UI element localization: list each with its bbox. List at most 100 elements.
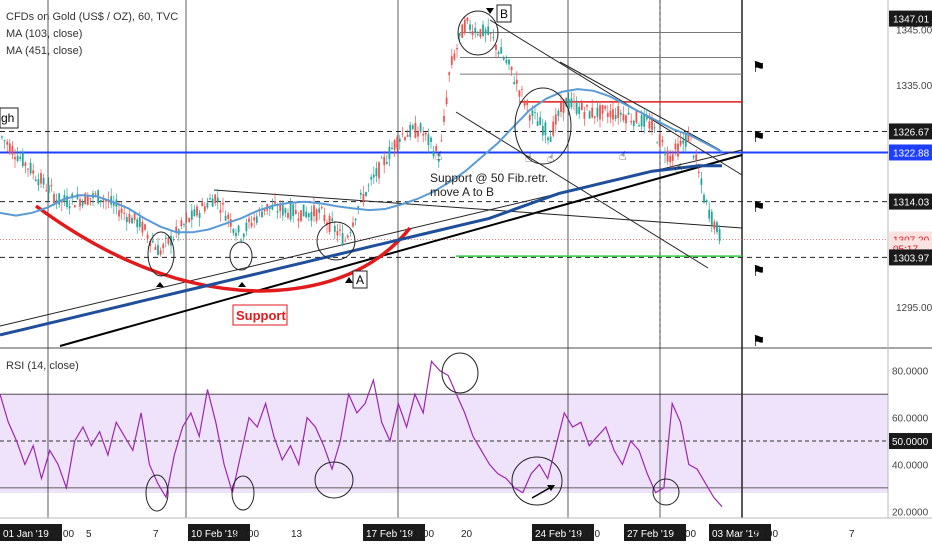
time-tick-label: 01 Jan '19 bbox=[3, 529, 49, 540]
candle-body bbox=[16, 155, 19, 162]
candle-body bbox=[53, 194, 55, 204]
candle-body bbox=[596, 107, 599, 117]
candle-body bbox=[232, 229, 235, 233]
candle-body bbox=[528, 115, 531, 121]
chart-annotations: ☝ ☝ ☝ ☝ ☝ ⚑ ⚑ ⚑ ⚑ ⚑ bbox=[145, 8, 765, 512]
pointer-icon: ☝ bbox=[525, 151, 532, 165]
candle-body bbox=[627, 112, 630, 115]
candle-body bbox=[180, 220, 183, 227]
candle-body bbox=[149, 240, 152, 246]
candle-body bbox=[315, 209, 318, 221]
time-tick-label: 13 bbox=[291, 529, 303, 540]
candle-body bbox=[328, 216, 331, 232]
time-tick-label: 23:00 bbox=[409, 529, 434, 540]
candle-body bbox=[331, 218, 334, 221]
candle-body bbox=[32, 170, 35, 174]
candle-body bbox=[344, 240, 347, 242]
candle-body bbox=[141, 221, 144, 233]
candle-body bbox=[276, 211, 279, 213]
time-tick-label: 17 Feb '19 bbox=[366, 529, 413, 540]
time-tick-label: 14:00 bbox=[671, 529, 696, 540]
candle-body bbox=[456, 48, 458, 50]
candle-body bbox=[144, 224, 146, 230]
candle-body bbox=[661, 140, 664, 142]
candle-body bbox=[422, 133, 425, 136]
candle-body bbox=[268, 207, 271, 209]
candle-body bbox=[136, 219, 139, 228]
candle-body bbox=[557, 110, 560, 116]
candle-body bbox=[679, 140, 682, 145]
time-tick-label: 23:00 bbox=[234, 529, 259, 540]
candle-body bbox=[352, 222, 354, 227]
candle-body bbox=[612, 109, 614, 120]
candle-body bbox=[466, 17, 469, 21]
candle-body bbox=[638, 125, 640, 127]
candle-body bbox=[40, 173, 42, 184]
candle-body bbox=[515, 79, 518, 84]
time-label-box bbox=[188, 524, 250, 541]
candle-body bbox=[463, 19, 466, 33]
candle-body bbox=[359, 192, 362, 195]
candle-body bbox=[437, 159, 440, 162]
candle-body bbox=[68, 206, 71, 209]
candle-body bbox=[385, 161, 388, 164]
candle-body bbox=[578, 106, 581, 115]
candle-body bbox=[432, 151, 435, 157]
candle-body bbox=[427, 134, 430, 146]
candle-body bbox=[562, 99, 565, 113]
candle-body bbox=[185, 217, 188, 219]
candle-body bbox=[593, 116, 596, 118]
candle-body bbox=[125, 216, 128, 223]
candle-body bbox=[27, 168, 29, 170]
candle-body bbox=[263, 209, 266, 212]
candle-body bbox=[1, 136, 3, 138]
time-tick-label: 7 bbox=[849, 529, 855, 540]
legend-title: CFDs on Gold (US$ / OZ), 60, TVC bbox=[6, 11, 178, 23]
up-triangle-marker bbox=[238, 282, 246, 287]
rsi-series bbox=[0, 360, 888, 507]
candle-body bbox=[666, 150, 669, 162]
time-tick-label: 10 Feb '19 bbox=[191, 529, 238, 540]
candle-body bbox=[497, 52, 500, 55]
candle-body bbox=[235, 232, 237, 237]
price-label-box bbox=[889, 10, 932, 27]
candle-body bbox=[669, 155, 672, 163]
time-axis-bg bbox=[0, 518, 932, 550]
candle-body bbox=[487, 26, 490, 35]
price-candles bbox=[1, 15, 721, 257]
candle-body bbox=[164, 237, 167, 239]
candle-body bbox=[401, 133, 404, 135]
candle-body bbox=[695, 154, 698, 161]
candle-body bbox=[570, 98, 573, 108]
candle-body bbox=[159, 250, 162, 255]
corner-label: gh bbox=[1, 111, 14, 125]
rsi-tick-label: 80.0000 bbox=[892, 367, 929, 378]
up-triangle-marker bbox=[345, 277, 353, 283]
trendline bbox=[59, 154, 743, 347]
candle-body bbox=[365, 192, 367, 196]
candle-body bbox=[703, 194, 705, 203]
point-b-label: B bbox=[500, 7, 508, 21]
highlight-circle bbox=[145, 474, 169, 512]
vertical-gridlines bbox=[47, 0, 743, 518]
trendlines bbox=[0, 19, 743, 347]
candle-body bbox=[393, 140, 396, 150]
candle-body bbox=[586, 104, 588, 107]
pointer-icon: ☝ bbox=[675, 161, 682, 175]
candle-body bbox=[388, 147, 391, 160]
candle-body bbox=[261, 211, 263, 218]
candle-body bbox=[367, 184, 370, 186]
time-label-box bbox=[363, 524, 425, 541]
price-tick-label: 1295.00 bbox=[896, 303, 932, 314]
down-triangle-marker bbox=[486, 8, 494, 14]
candle-body bbox=[240, 239, 243, 241]
candle-body bbox=[417, 131, 419, 137]
candle-body bbox=[154, 246, 157, 250]
candle-body bbox=[492, 37, 495, 39]
candle-body bbox=[3, 140, 6, 142]
candle-body bbox=[544, 122, 547, 136]
candle-body bbox=[484, 29, 487, 34]
candle-body bbox=[198, 212, 201, 218]
